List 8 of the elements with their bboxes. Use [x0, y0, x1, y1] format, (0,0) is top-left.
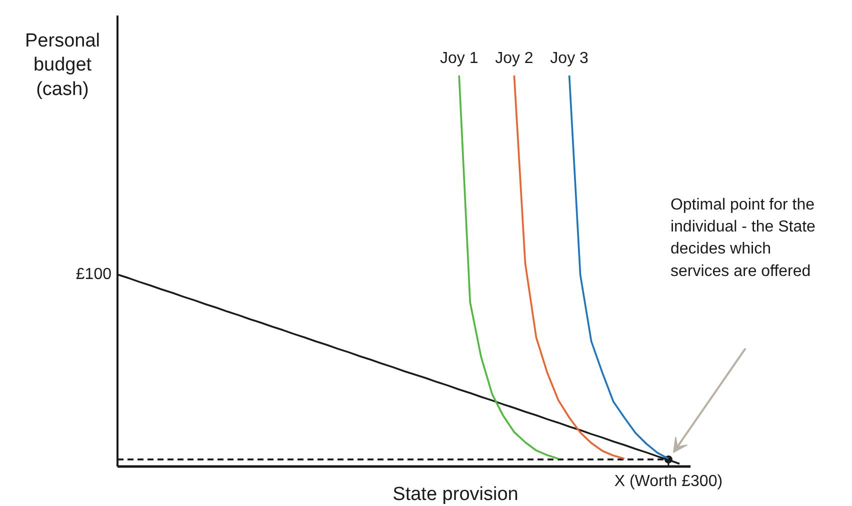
series-label: Joy 3: [550, 50, 589, 67]
text: X (Worth £300): [614, 473, 723, 490]
text: £100: [76, 266, 112, 284]
series-label: Joy 2: [495, 50, 534, 67]
y-axis-title: Personal budget (cash): [25, 30, 100, 100]
series-label: Joy 1: [440, 50, 478, 67]
annotation: Optimal point for the individual - the State decides which services are offered: [670, 196, 816, 280]
x-axis-title: State provision: [392, 484, 518, 505]
